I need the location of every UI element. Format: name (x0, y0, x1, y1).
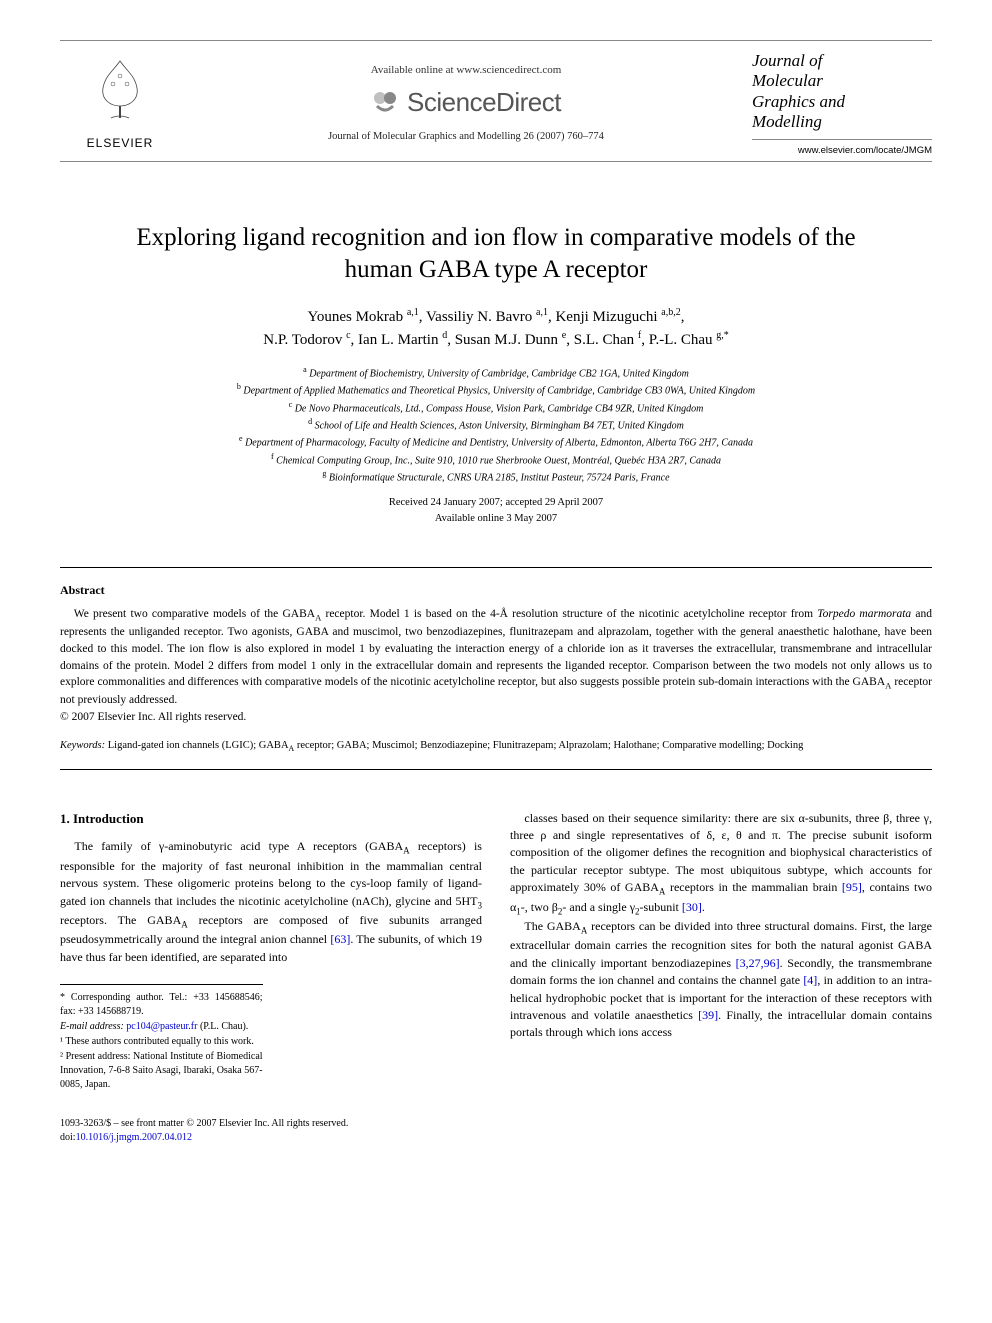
footnote-1: ¹ These authors contributed equally to t… (60, 1035, 263, 1049)
affiliation: d School of Life and Health Sciences, As… (60, 416, 932, 433)
affiliation: b Department of Applied Mathematics and … (60, 381, 932, 398)
doi-link[interactable]: 10.1016/j.jmgm.2007.04.012 (76, 1132, 192, 1143)
journal-title: Journal of Molecular Graphics and Modell… (752, 51, 932, 140)
sciencedirect-icon (371, 88, 399, 116)
journal-title-block: Journal of Molecular Graphics and Modell… (752, 51, 932, 157)
affiliation: c De Novo Pharmaceuticals, Ltd., Compass… (60, 399, 932, 416)
sciencedirect-label: ScienceDirect (407, 84, 561, 120)
affiliation: g Bioinformatique Structurale, CNRS URA … (60, 468, 932, 485)
received-accepted: Received 24 January 2007; accepted 29 Ap… (60, 495, 932, 511)
intro-paragraph: The family of γ-aminobutyric acid type A… (60, 838, 482, 966)
affiliation: a Department of Biochemistry, University… (60, 364, 932, 381)
abstract-heading: Abstract (60, 582, 932, 599)
journal-title-line: Modelling (752, 112, 822, 131)
doi-line: doi:10.1016/j.jmgm.2007.04.012 (60, 1131, 932, 1145)
abstract-rule-bottom (60, 769, 932, 770)
email-link[interactable]: pc104@pasteur.fr (126, 1021, 197, 1032)
header-center: Available online at www.sciencedirect.co… (200, 63, 732, 145)
keywords-text: Ligand-gated ion channels (LGIC); GABAA … (108, 740, 804, 751)
journal-reference: Journal of Molecular Graphics and Modell… (200, 130, 732, 145)
body-columns: 1. Introduction The family of γ-aminobut… (60, 810, 932, 1094)
keywords: Keywords: Ligand-gated ion channels (LGI… (60, 739, 932, 754)
email-line: E-mail address: pc104@pasteur.fr (P.L. C… (60, 1020, 263, 1034)
publisher-block: ELSEVIER (60, 56, 180, 152)
footnote-2: ² Present address: National Institute of… (60, 1050, 263, 1092)
affiliation: e Department of Pharmacology, Faculty of… (60, 433, 932, 450)
affiliation: f Chemical Computing Group, Inc., Suite … (60, 451, 932, 468)
journal-title-line: Molecular (752, 71, 823, 90)
author-list: Younes Mokrab a,1, Vassiliy N. Bavro a,1… (60, 305, 932, 352)
abstract-paragraph: We present two comparative models of the… (60, 606, 932, 708)
footnotes: * Corresponding author. Tel.: +33 145688… (60, 984, 263, 1092)
journal-title-line: Journal of (752, 51, 822, 70)
intro-paragraph: The GABAA receptors can be divided into … (510, 918, 932, 1042)
sciencedirect-row: ScienceDirect (200, 84, 732, 120)
publisher-label: ELSEVIER (60, 135, 180, 152)
section-heading-intro: 1. Introduction (60, 810, 482, 829)
intro-paragraph: classes based on their sequence similari… (510, 810, 932, 918)
abstract-copyright: © 2007 Elsevier Inc. All rights reserved… (60, 709, 932, 726)
available-online-line: Available online at www.sciencedirect.co… (200, 63, 732, 78)
abstract-body: We present two comparative models of the… (60, 606, 932, 725)
available-online: Available online 3 May 2007 (60, 511, 932, 527)
abstract-rule-top (60, 567, 932, 568)
article-dates: Received 24 January 2007; accepted 29 Ap… (60, 495, 932, 527)
keywords-label: Keywords: (60, 740, 105, 751)
corresponding-author-note: * Corresponding author. Tel.: +33 145688… (60, 991, 263, 1019)
front-matter-line: 1093-3263/$ – see front matter © 2007 El… (60, 1117, 932, 1131)
footer: 1093-3263/$ – see front matter © 2007 El… (60, 1117, 932, 1145)
article-title: Exploring ligand recognition and ion flo… (100, 222, 892, 287)
elsevier-tree-icon (93, 56, 148, 126)
affiliations: a Department of Biochemistry, University… (60, 364, 932, 485)
journal-title-line: Graphics and (752, 92, 845, 111)
header-band: ELSEVIER Available online at www.science… (60, 40, 932, 162)
journal-url[interactable]: www.elsevier.com/locate/JMGM (752, 144, 932, 157)
